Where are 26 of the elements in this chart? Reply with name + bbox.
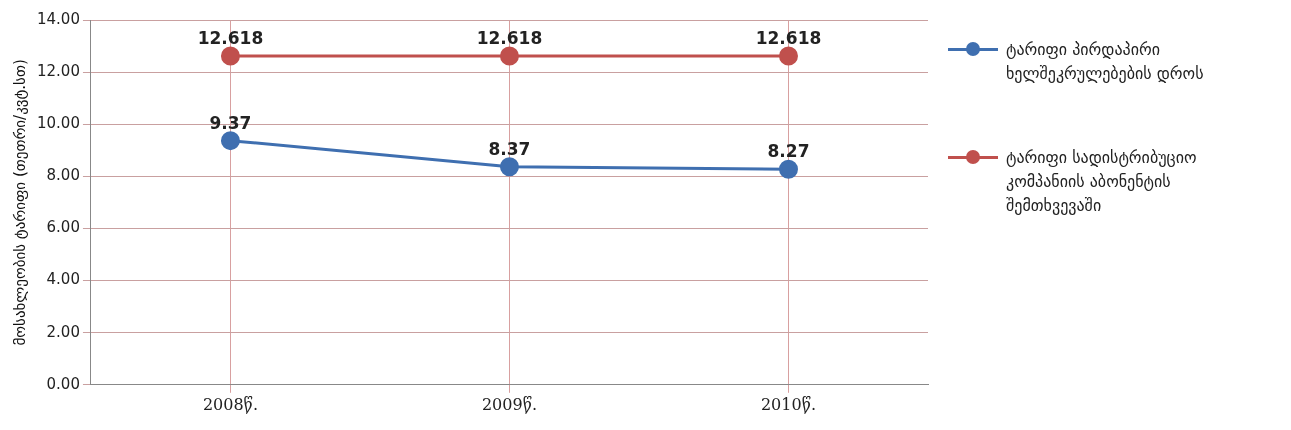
data-label: 8.37 <box>488 138 531 159</box>
legend-label: ტარიფი პირდაპირი ხელშეკრულებების დროს <box>1006 39 1205 85</box>
data-label: 12.618 <box>197 27 264 48</box>
y-tick-label: 4.00 <box>46 270 80 289</box>
y-tick-label: 14.00 <box>36 9 80 28</box>
data-label: 12.618 <box>755 27 822 48</box>
data-label: 8.27 <box>767 141 810 162</box>
y-tick-label: 8.00 <box>46 166 80 185</box>
y-tick-label: 2.00 <box>46 322 80 341</box>
point <box>220 131 240 151</box>
x-tick-label: 2009წ. <box>481 394 538 414</box>
x-tick-label: 2008წ. <box>202 394 259 414</box>
point <box>778 46 798 66</box>
data-label: 9.37 <box>209 112 252 133</box>
point <box>499 46 519 66</box>
y-tick-label: 12.00 <box>36 62 80 80</box>
y-tick-label: 0.00 <box>46 374 80 393</box>
data-label: 12.618 <box>476 27 543 48</box>
y-tick-label: 6.00 <box>46 218 80 237</box>
x-tick-label: 2010წ. <box>760 394 817 414</box>
point <box>220 46 240 66</box>
point <box>499 157 519 177</box>
point <box>778 159 798 179</box>
legend-label: ტარიფი სადისტრიბუციო კომპანიის აბონენტის შემთხვევაში <box>1006 147 1198 217</box>
y-tick-label: 10.00 <box>36 114 80 133</box>
y-axis-title: მოსახლეობის ტარიფი (თეთრი/კვტ.სთ) <box>10 59 29 346</box>
